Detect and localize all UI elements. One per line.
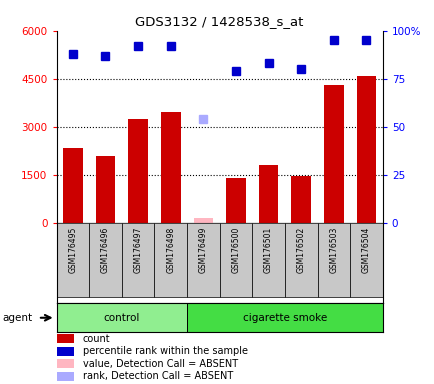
Text: control: control — [103, 313, 140, 323]
Bar — [56, 372, 74, 381]
Bar — [284, 223, 317, 297]
Bar — [161, 113, 180, 223]
Bar — [56, 223, 89, 297]
Bar — [187, 223, 219, 297]
Bar — [89, 223, 122, 297]
Text: GSM176496: GSM176496 — [101, 227, 110, 273]
Text: percentile rank within the sample: percentile rank within the sample — [82, 346, 247, 356]
Text: GSM176500: GSM176500 — [231, 227, 240, 273]
Text: GSM176497: GSM176497 — [133, 227, 142, 273]
Text: GSM176499: GSM176499 — [198, 227, 207, 273]
Text: GSM176501: GSM176501 — [263, 227, 273, 273]
Text: agent: agent — [2, 313, 32, 323]
Bar — [63, 147, 82, 223]
Title: GDS3132 / 1428538_s_at: GDS3132 / 1428538_s_at — [135, 15, 303, 28]
Text: value, Detection Call = ABSENT: value, Detection Call = ABSENT — [82, 359, 237, 369]
Text: GSM176502: GSM176502 — [296, 227, 305, 273]
Text: GSM176503: GSM176503 — [329, 227, 338, 273]
Bar — [95, 156, 115, 223]
Bar — [56, 346, 74, 356]
Bar — [122, 223, 154, 297]
Text: cigarette smoke: cigarette smoke — [242, 313, 326, 323]
Bar — [349, 223, 382, 297]
Bar — [291, 176, 310, 223]
Text: rank, Detection Call = ABSENT: rank, Detection Call = ABSENT — [82, 371, 232, 381]
Text: GSM176498: GSM176498 — [166, 227, 175, 273]
Bar — [56, 359, 74, 368]
Bar — [356, 76, 375, 223]
Bar — [226, 178, 245, 223]
Text: GSM176495: GSM176495 — [68, 227, 77, 273]
Bar — [317, 223, 349, 297]
Text: count: count — [82, 334, 110, 344]
Bar — [193, 218, 213, 223]
Bar — [56, 303, 187, 332]
Bar — [187, 303, 382, 332]
Text: GSM176504: GSM176504 — [361, 227, 370, 273]
Bar — [252, 223, 284, 297]
Bar — [258, 165, 278, 223]
Bar — [154, 223, 187, 297]
Bar — [56, 334, 74, 343]
Bar — [323, 85, 343, 223]
Bar — [219, 223, 252, 297]
Bar — [128, 119, 148, 223]
